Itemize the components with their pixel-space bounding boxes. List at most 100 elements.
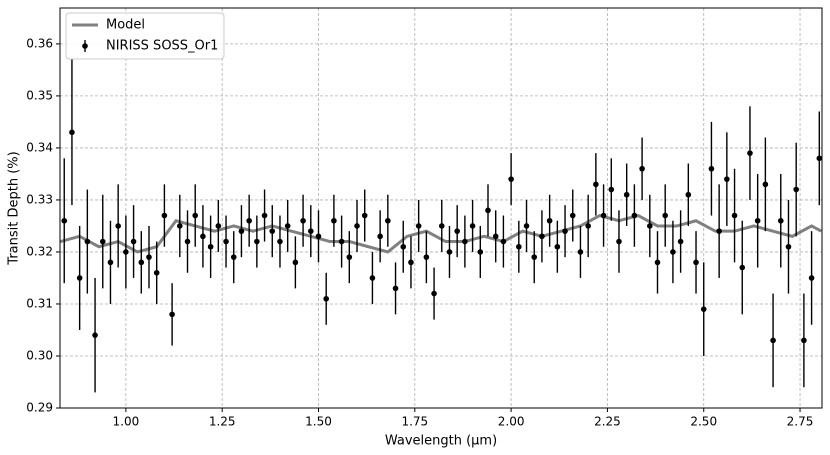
y-tick-label: 0.29	[26, 401, 53, 415]
data-point	[300, 217, 306, 224]
plot-area	[60, 59, 822, 393]
y-tick-label: 0.31	[26, 296, 53, 310]
data-point	[223, 238, 229, 245]
data-point	[246, 217, 252, 224]
data-point	[508, 176, 514, 182]
data-point	[69, 129, 75, 136]
data-point	[415, 223, 422, 229]
data-point	[338, 238, 345, 245]
data-point	[531, 254, 538, 260]
data-point	[200, 233, 206, 240]
data-point	[754, 217, 761, 224]
data-point	[354, 223, 360, 229]
data-point	[646, 223, 653, 229]
data-point	[462, 238, 468, 245]
data-point	[84, 238, 91, 245]
data-point	[169, 311, 175, 318]
data-point	[123, 249, 129, 255]
data-point	[76, 275, 83, 281]
legend-label: Model	[106, 18, 145, 33]
data-point	[346, 254, 353, 260]
data-point	[562, 228, 568, 234]
data-point	[61, 217, 68, 224]
data-point	[708, 165, 715, 172]
y-tick-label: 0.30	[26, 348, 53, 362]
x-tick-label: 1.25	[209, 415, 236, 429]
data-point	[331, 217, 337, 224]
data-point	[92, 332, 98, 338]
data-point	[130, 238, 137, 245]
data-point	[516, 243, 522, 250]
data-point	[99, 238, 106, 245]
data-point	[377, 233, 383, 240]
data-point	[438, 223, 445, 229]
data-point	[261, 212, 268, 219]
data-point	[369, 275, 376, 281]
data-point	[585, 223, 591, 229]
data-point	[616, 238, 622, 245]
y-tick-label: 0.32	[26, 244, 53, 258]
data-point	[492, 233, 499, 240]
data-point	[307, 228, 314, 234]
data-point	[177, 223, 183, 229]
y-tick-label: 0.33	[26, 192, 53, 206]
data-point	[423, 254, 430, 260]
x-tick-label: 2.00	[498, 415, 525, 429]
data-point	[385, 217, 391, 224]
data-point	[392, 285, 399, 292]
data-point	[577, 249, 584, 255]
x-tick-label: 1.50	[305, 415, 332, 429]
legend-box	[65, 12, 225, 60]
data-point	[608, 186, 615, 193]
data-point	[631, 212, 638, 219]
data-point	[115, 223, 121, 229]
data-point	[554, 243, 561, 250]
data-point	[693, 259, 699, 266]
data-point	[716, 228, 722, 234]
data-point	[454, 228, 460, 234]
data-point	[747, 150, 753, 156]
data-point	[284, 223, 291, 229]
data-point	[215, 223, 222, 229]
data-point	[569, 212, 576, 219]
data-point	[400, 243, 407, 250]
data-point	[677, 238, 684, 245]
legend-label: NIRISS SOSS_Or1	[106, 39, 218, 54]
data-point	[801, 337, 807, 344]
data-point	[107, 259, 114, 266]
plot-frame	[59, 7, 823, 409]
data-point	[793, 186, 799, 193]
data-point	[269, 228, 276, 234]
data-point	[254, 238, 260, 245]
data-point	[153, 269, 160, 276]
x-tick-label: 1.00	[113, 415, 140, 429]
data-point	[446, 249, 453, 255]
data-point	[539, 233, 545, 240]
data-point	[600, 212, 607, 219]
data-point	[623, 191, 630, 198]
legend-marker	[82, 43, 88, 49]
x-tick-label: 2.25	[594, 415, 621, 429]
data-point	[315, 233, 322, 240]
data-point	[731, 212, 738, 219]
data-point	[138, 259, 145, 266]
y-tick-label: 0.34	[26, 140, 53, 154]
data-point	[662, 212, 669, 219]
data-point	[230, 254, 237, 260]
data-point	[770, 337, 776, 344]
data-point	[777, 217, 784, 224]
data-point	[685, 191, 692, 198]
data-point	[670, 249, 676, 255]
y-tick-label: 0.35	[26, 88, 53, 102]
data-point	[739, 264, 746, 271]
data-point	[523, 223, 530, 229]
data-point	[192, 212, 199, 219]
x-tick-label: 2.75	[787, 415, 814, 429]
data-point	[408, 259, 414, 266]
data-point	[724, 176, 730, 182]
data-point	[808, 275, 815, 281]
data-point	[238, 228, 245, 234]
x-tick-label: 1.75	[401, 415, 428, 429]
y-tick-label: 0.36	[26, 36, 53, 50]
